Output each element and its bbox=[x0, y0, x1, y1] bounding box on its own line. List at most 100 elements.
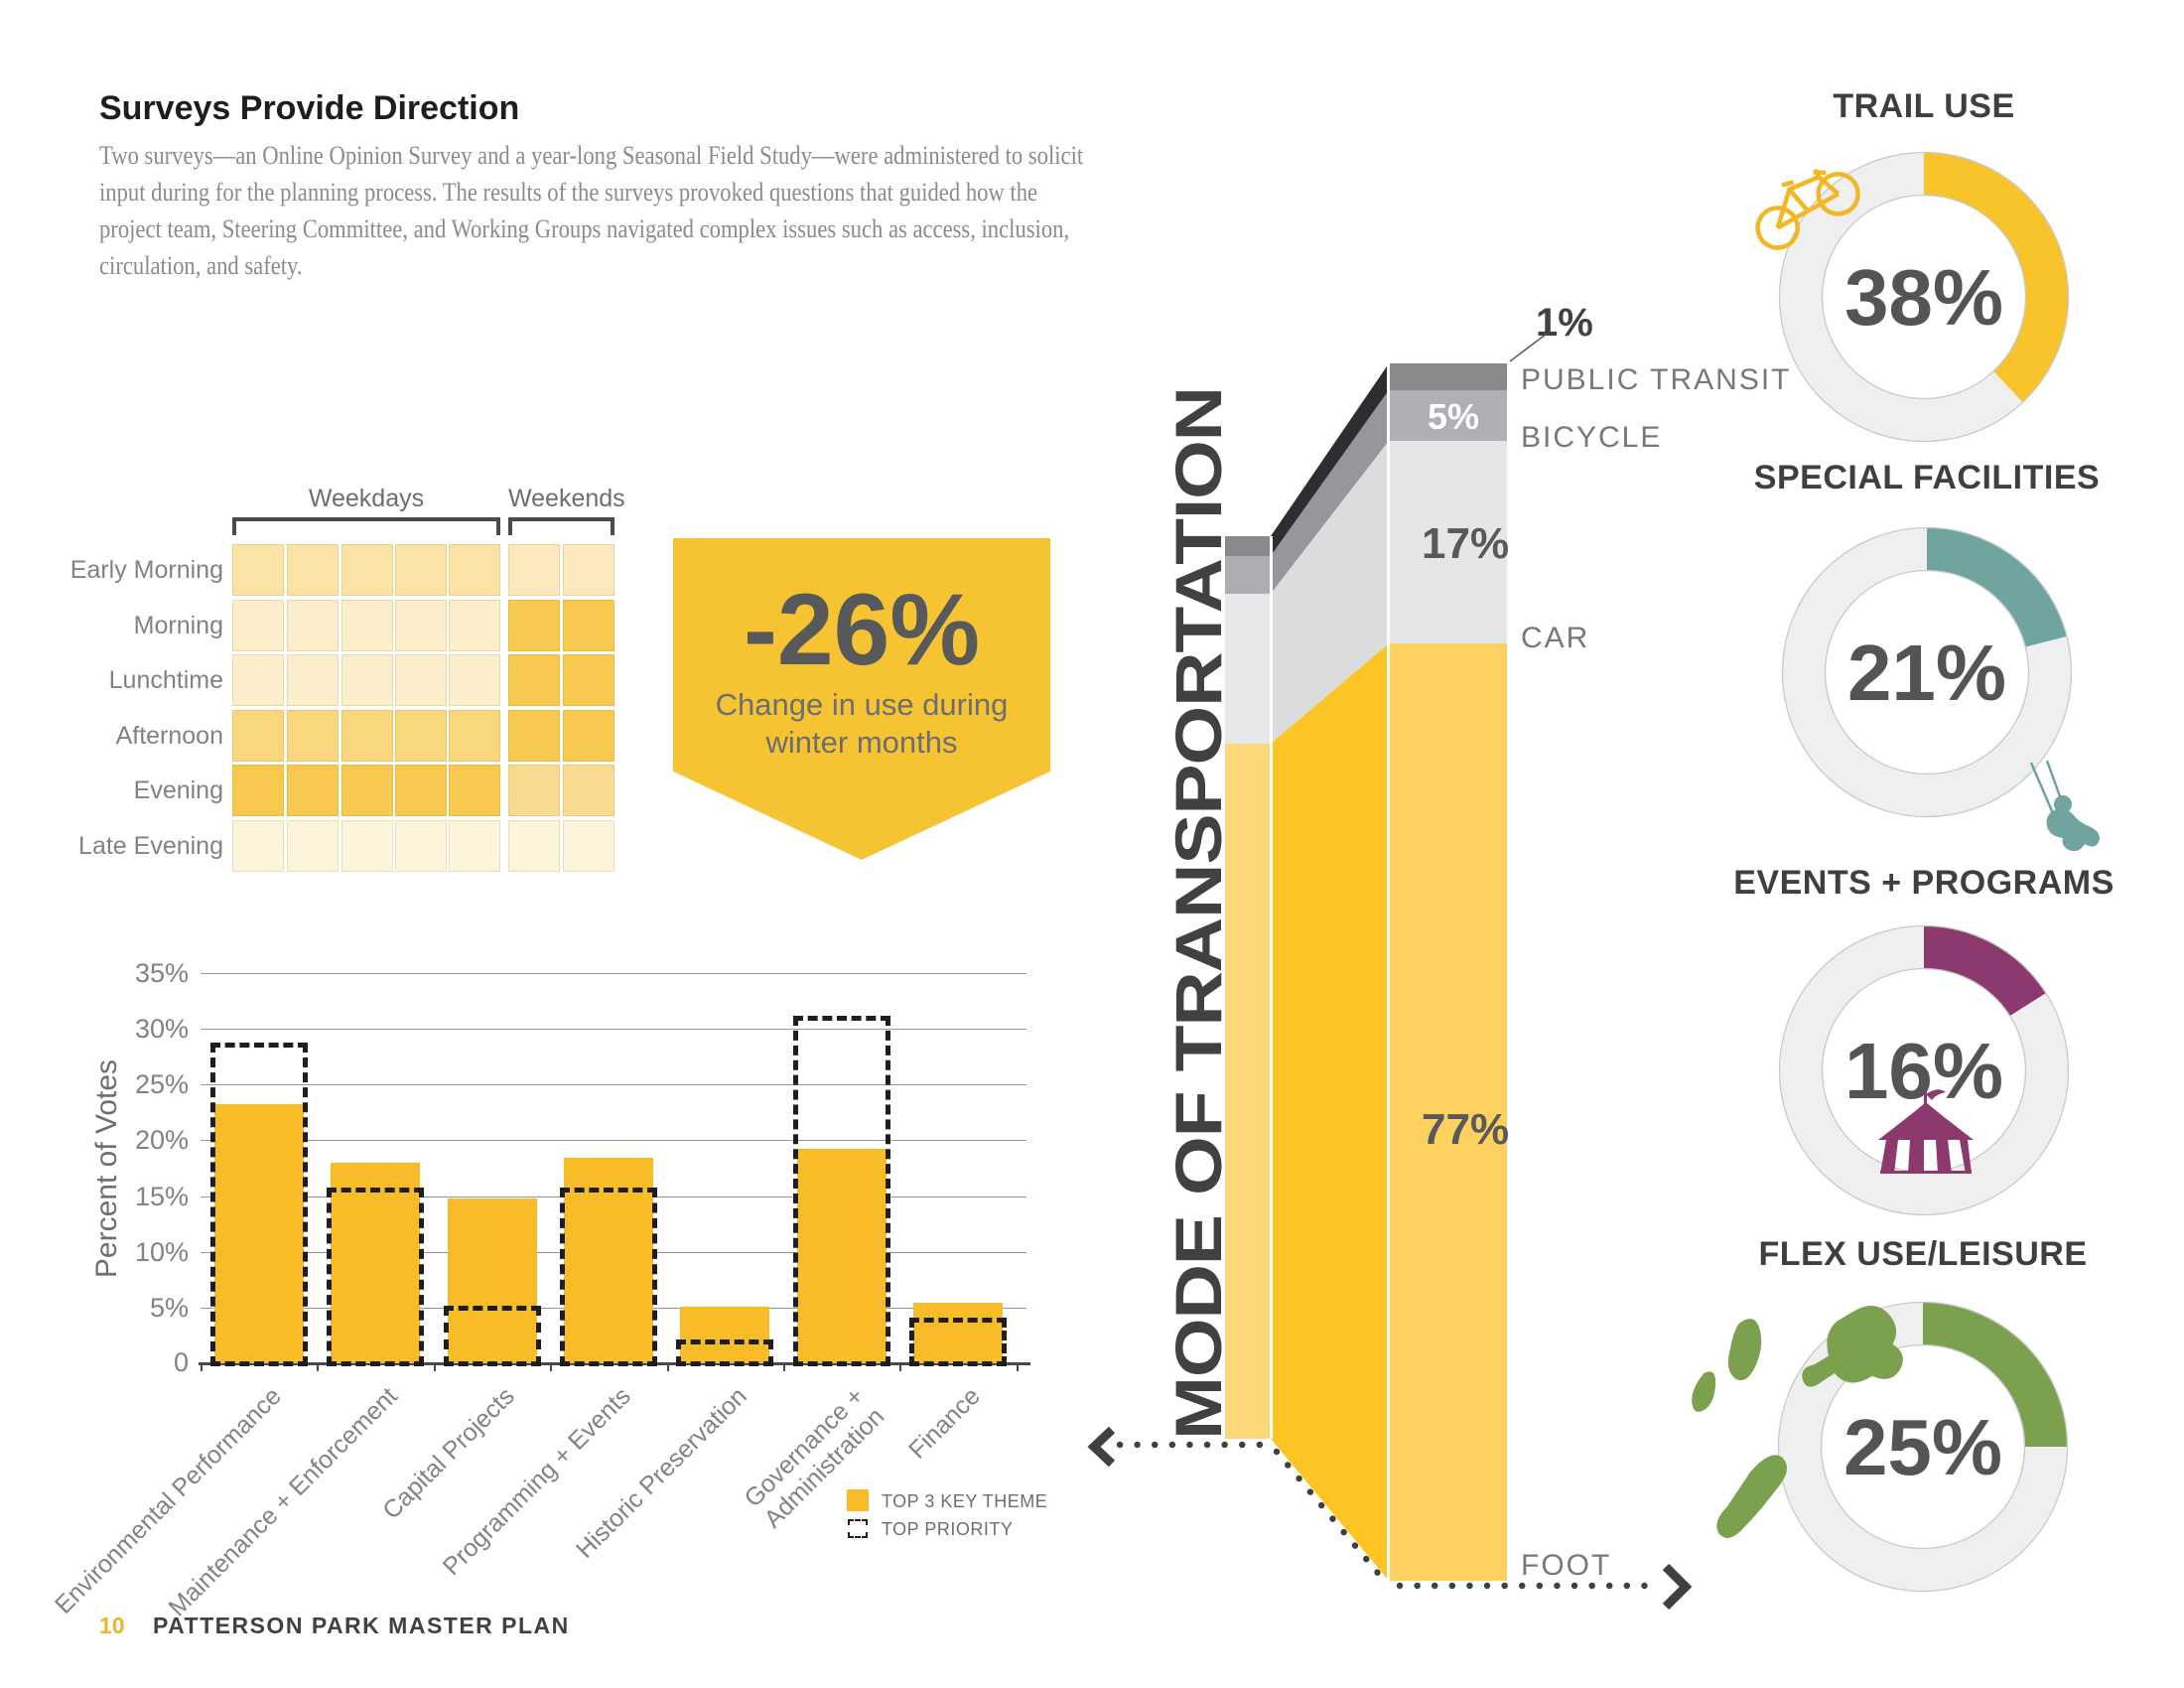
donut-inner-outline bbox=[1821, 194, 2027, 400]
x-axis-tick bbox=[201, 1363, 203, 1371]
heatmap-row-label: Lunchtime bbox=[108, 666, 223, 694]
key-theme-bar bbox=[563, 1158, 653, 1363]
category-label: Capital Projects bbox=[376, 1382, 520, 1525]
key-theme-bar bbox=[331, 1162, 421, 1363]
x-axis-tick bbox=[783, 1363, 785, 1371]
transport-text: PUBLIC TRANSIT bbox=[1521, 363, 1792, 396]
legend-key-theme-label: TOP 3 KEY THEME bbox=[882, 1491, 1048, 1511]
donut-inner-outline bbox=[1820, 1343, 2026, 1550]
heatmap-weekends-bracket bbox=[508, 517, 614, 535]
special-facilities-donut: 21% bbox=[1781, 526, 2073, 818]
heatmap-row-label: Afternoon bbox=[115, 722, 223, 750]
legend-key-theme-swatch bbox=[847, 1489, 869, 1511]
intro-line: project team, Steering Committee, and Wo… bbox=[99, 214, 1070, 243]
heatmap-cell bbox=[287, 544, 339, 596]
heatmap-cell bbox=[449, 765, 500, 816]
heatmap-cell bbox=[563, 654, 614, 706]
heatmap-cell bbox=[449, 710, 500, 762]
heatmap-cell bbox=[287, 600, 339, 651]
transport-text: 17% bbox=[1422, 519, 1509, 568]
heatmap-cell bbox=[287, 765, 339, 816]
heatmap-row-label: Early Morning bbox=[69, 556, 223, 584]
transport-back-segment bbox=[1225, 594, 1271, 744]
transport-chart-title: MODE OF TRANSPORTATION bbox=[1161, 387, 1235, 1440]
separator bbox=[1270, 536, 1273, 1439]
x-axis-tick bbox=[550, 1363, 553, 1371]
transport-front-segment bbox=[1389, 643, 1507, 1581]
donut-outer-outline bbox=[1781, 526, 2073, 818]
heatmap-cell bbox=[563, 544, 614, 596]
heatmap-row-label: Evening bbox=[133, 776, 223, 804]
donut-title-bicycle: TRAIL USE bbox=[1833, 87, 2015, 125]
donut-value-label: 38% bbox=[1844, 253, 2003, 342]
heatmap-cell bbox=[395, 544, 447, 596]
key-theme-bar bbox=[680, 1306, 770, 1363]
x-axis-tick bbox=[1016, 1363, 1019, 1371]
heatmap-cell bbox=[508, 765, 560, 816]
heatmap-cell bbox=[508, 820, 560, 872]
heatmap-cell bbox=[563, 600, 614, 651]
top-priority-outline bbox=[209, 1042, 308, 1366]
donut-value-arc bbox=[1923, 152, 2070, 403]
one-percent-leader-line bbox=[1509, 333, 1548, 362]
heatmap-cell bbox=[232, 710, 284, 762]
swing-person-icon bbox=[2029, 760, 2100, 852]
heatmap-cell bbox=[395, 710, 447, 762]
key-theme-bar bbox=[913, 1303, 1004, 1363]
intro-line: circulation, and safety. bbox=[99, 251, 303, 280]
donut-inner-outline bbox=[1824, 569, 2030, 775]
heatmap-cell bbox=[232, 654, 284, 706]
category-label: Programming + Events bbox=[437, 1382, 636, 1582]
winter-change-value: -26% bbox=[743, 573, 981, 686]
circus-tent-icon bbox=[1878, 1089, 1974, 1174]
heatmap-cell bbox=[287, 820, 339, 872]
arrow-right-icon bbox=[1662, 1563, 1693, 1611]
heatmap-cell bbox=[449, 820, 500, 872]
heatmap-weekdays-label: Weekdays bbox=[308, 485, 425, 512]
top-priority-outline bbox=[909, 1317, 1008, 1366]
heatmap-cell bbox=[508, 654, 560, 706]
y-axis-title: Percent of Votes bbox=[90, 1058, 123, 1279]
transport-side-bicycle bbox=[1271, 390, 1389, 594]
transport-front-segment bbox=[1389, 441, 1507, 643]
x-axis-tick bbox=[899, 1363, 902, 1371]
transport-text: 1% bbox=[1536, 301, 1593, 345]
transport-text: CAR bbox=[1521, 622, 1589, 654]
heatmap-cell bbox=[395, 765, 447, 816]
y-tick-label: 0 bbox=[173, 1347, 189, 1377]
heatmap-cell bbox=[395, 820, 447, 872]
bicycle-icon bbox=[1755, 168, 1860, 250]
intro-line: input during for the planning process. T… bbox=[99, 178, 1038, 207]
heatmap-cell bbox=[341, 544, 393, 596]
key-theme-bar bbox=[213, 1104, 304, 1363]
heatmap-cell bbox=[341, 710, 393, 762]
top-priority-outline bbox=[559, 1187, 657, 1366]
legend-top-priority-label: TOP PRIORITY bbox=[882, 1519, 1014, 1539]
y-tick-label: 20% bbox=[134, 1125, 189, 1156]
transport-back-segment bbox=[1225, 556, 1271, 594]
flex-use-leisure-donut: 25% bbox=[1777, 1301, 2069, 1593]
heatmap-cell bbox=[449, 654, 500, 706]
donut-title-leisure-activities: FLEX USE/LEISURE bbox=[1758, 1235, 2088, 1273]
transport-text: BICYCLE bbox=[1521, 421, 1662, 454]
heatmap-cell bbox=[287, 710, 339, 762]
x-axis-tick bbox=[317, 1363, 320, 1371]
donut-outer-outline bbox=[1778, 151, 2070, 443]
separator bbox=[1387, 363, 1390, 1581]
heatmap-weekdays-bracket bbox=[232, 517, 500, 535]
x-axis-tick bbox=[666, 1363, 669, 1371]
trail-use-donut: 38% bbox=[1778, 151, 2070, 443]
donut-outer-outline bbox=[1778, 924, 2070, 1216]
y-tick-label: 15% bbox=[134, 1181, 189, 1211]
heatmap-cell bbox=[508, 600, 560, 651]
transport-text: 5% bbox=[1428, 396, 1479, 437]
heatmap-cell bbox=[449, 600, 500, 651]
transport-side-public-transit bbox=[1271, 363, 1389, 556]
y-tick-label: 30% bbox=[134, 1014, 189, 1045]
transport-front-segment bbox=[1389, 363, 1507, 390]
x-axis-tick bbox=[433, 1363, 436, 1371]
mode-of-transportation-chart: 5% 17% 77% 1% PUBLIC TRANSIT BICYCLE CAR FOOT MO… bbox=[1087, 301, 1790, 1611]
winter-change-banner: -26% Change in use during winter months bbox=[673, 538, 1050, 860]
donut-value-label: 25% bbox=[1843, 1403, 2002, 1491]
